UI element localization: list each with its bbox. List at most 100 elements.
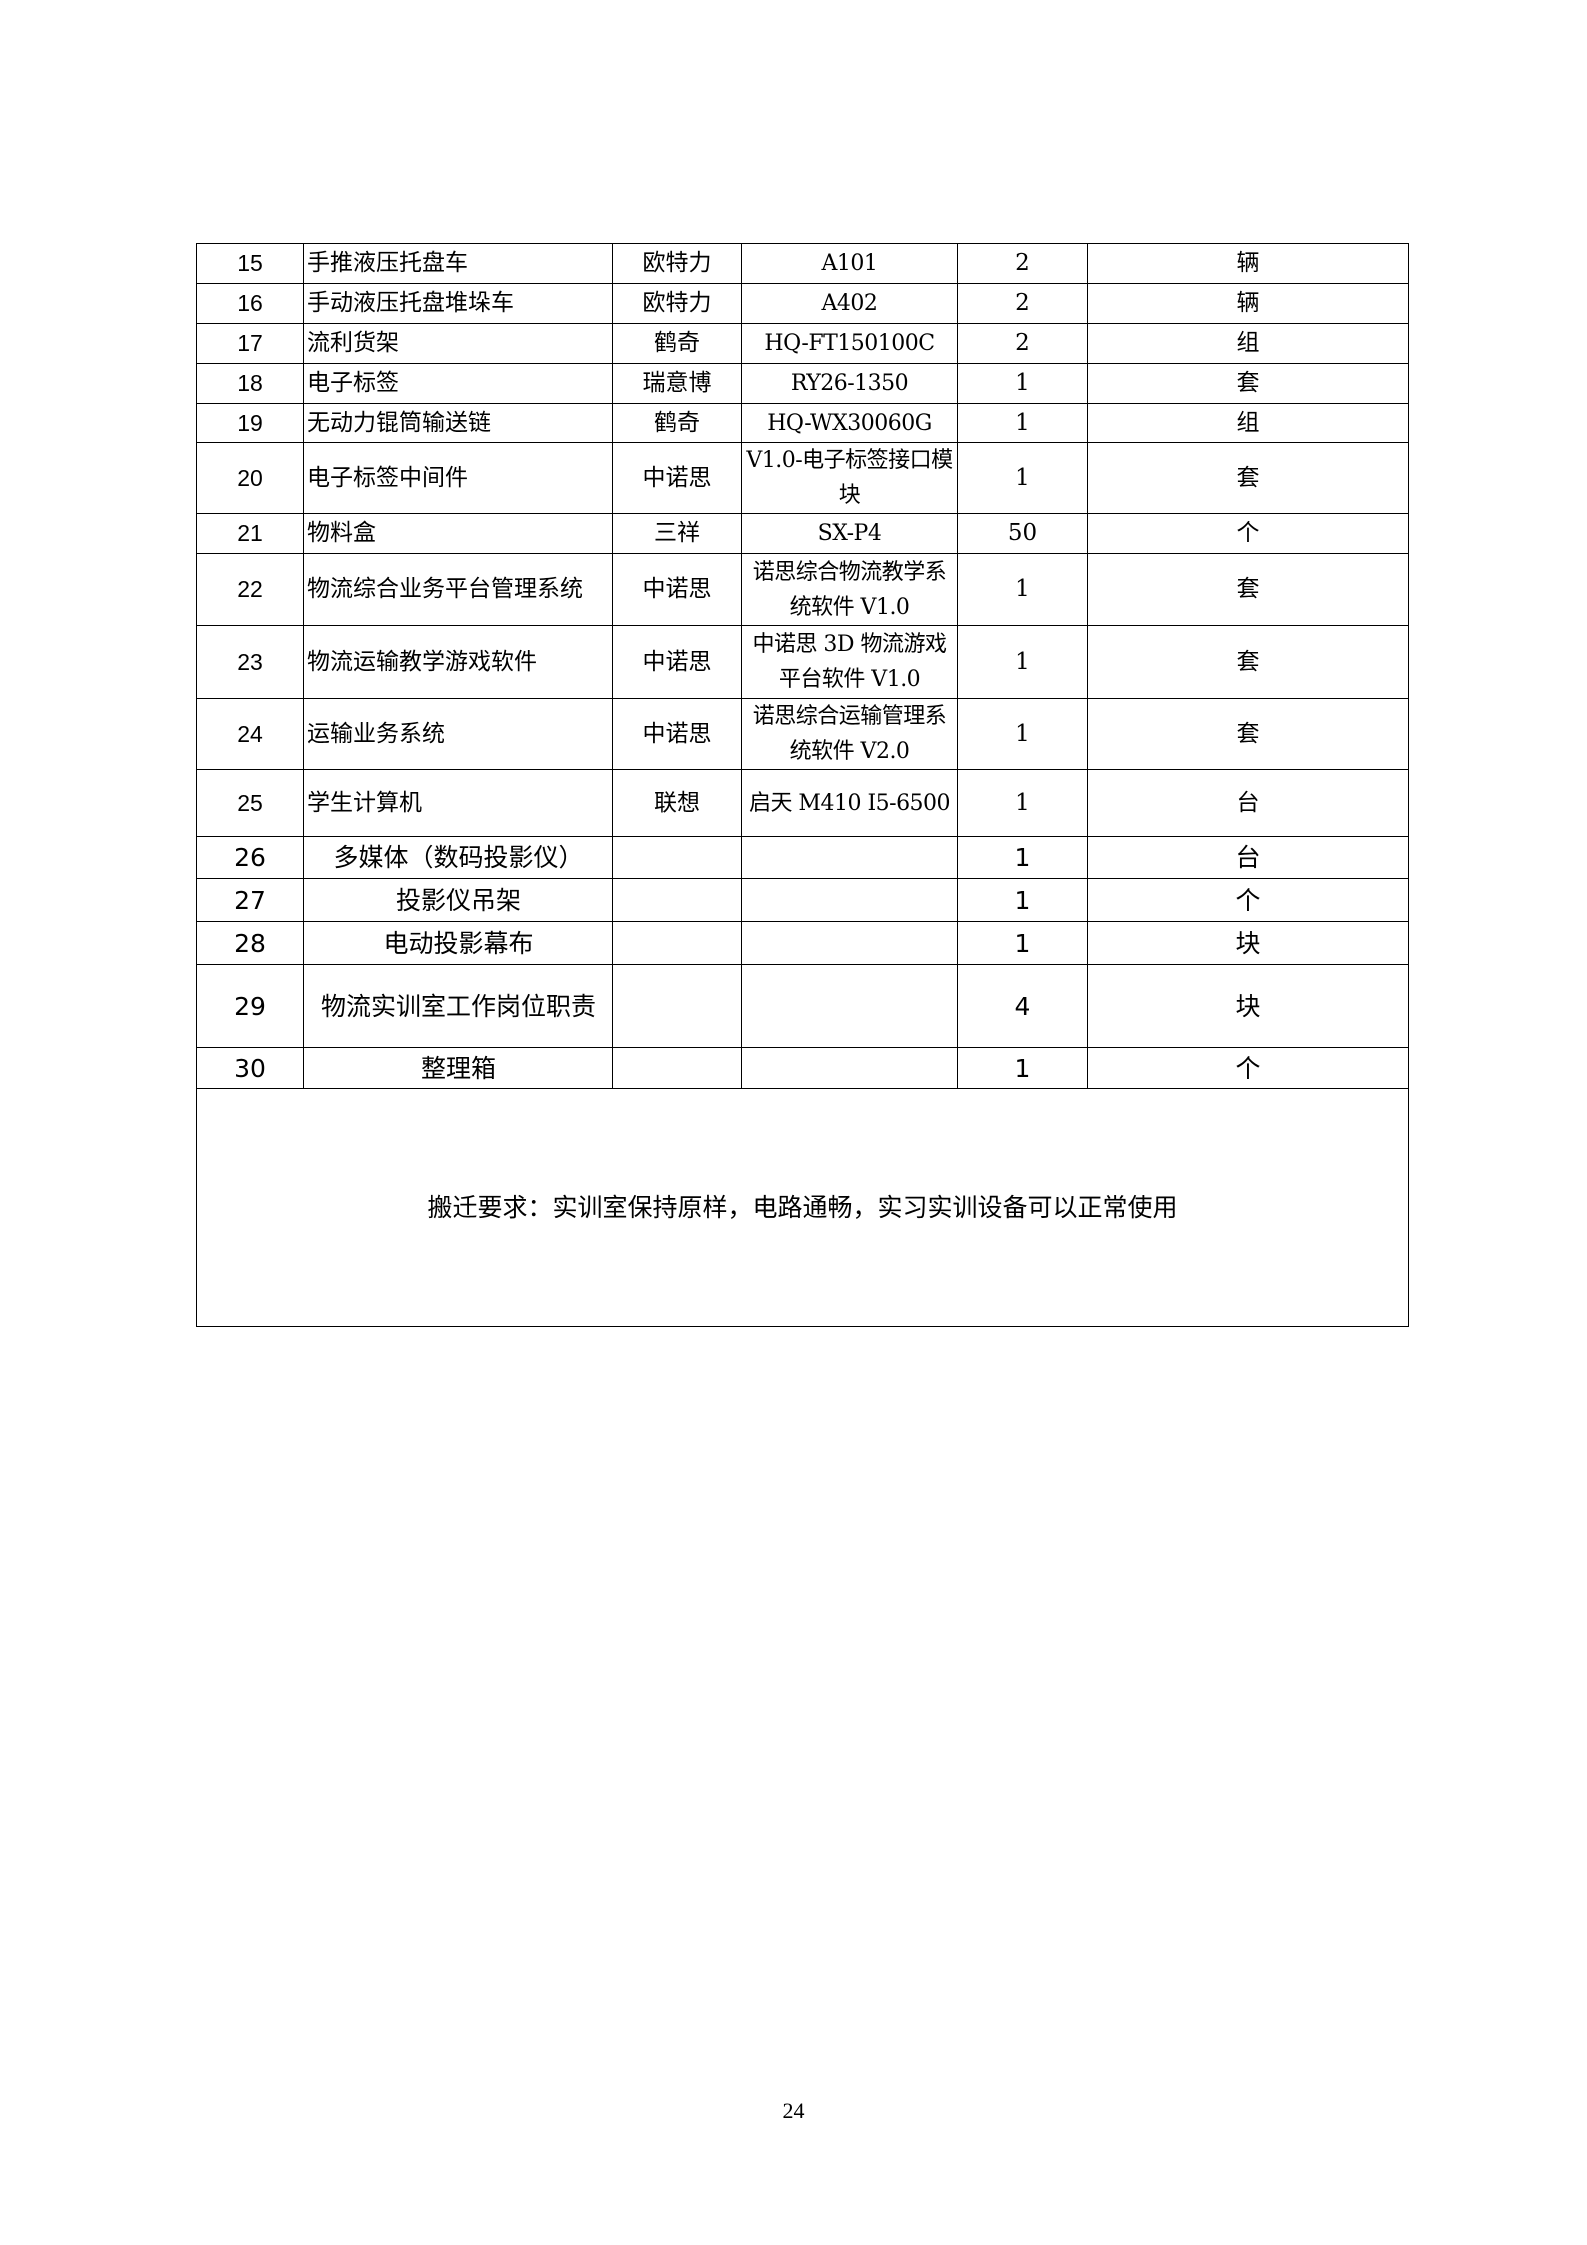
model-cell: 诺思综合物流教学系统软件 V1.0 [741,553,958,626]
model-cell: HQ-FT150100C [741,323,958,364]
note-row: 搬迁要求：实训室保持原样，电路通畅，实习实训设备可以正常使用 [196,1088,1409,1327]
item-name-cell: 电子标签中间件 [303,442,613,514]
model-cell: SX-P4 [741,513,958,554]
unit-cell: 组 [1087,323,1409,364]
model-cell [741,921,958,965]
table-row: 25 学生计算机 联想 启天 M410 I5-6500 1 台 [196,769,1409,837]
quantity-cell: 1 [957,553,1088,626]
model-cell [741,1047,958,1089]
unit-cell: 套 [1087,363,1409,404]
brand-cell: 欧特力 [612,243,742,284]
model-cell: A402 [741,283,958,324]
equipment-table: 15 手推液压托盘车 欧特力 A101 2 辆 16 手动液压托盘堆垛车 欧特力 A402 2 辆 17… [196,243,1409,1327]
item-name-cell: 多媒体（数码投影仪） [303,836,613,879]
row-number-cell: 23 [196,625,304,699]
brand-cell: 中诺思 [612,698,742,770]
item-name-cell: 物流运输教学游戏软件 [303,625,613,699]
table-row: 20 电子标签中间件 中诺思 V1.0-电子标签接口模块 1 套 [196,442,1409,514]
row-number-cell: 19 [196,403,304,443]
quantity-cell: 1 [957,921,1088,965]
quantity-cell: 2 [957,243,1088,284]
model-cell: 启天 M410 I5-6500 [741,769,958,837]
unit-cell: 套 [1087,625,1409,699]
brand-cell [612,964,742,1048]
brand-cell: 联想 [612,769,742,837]
brand-cell: 三祥 [612,513,742,554]
item-name-cell: 电动投影幕布 [303,921,613,965]
row-number-cell: 26 [196,836,304,879]
unit-cell: 辆 [1087,243,1409,284]
table-row: 16 手动液压托盘堆垛车 欧特力 A402 2 辆 [196,283,1409,324]
table-row: 28 电动投影幕布 1 块 [196,921,1409,965]
unit-cell: 台 [1087,769,1409,837]
table-row: 29 物流实训室工作岗位职责 4 块 [196,964,1409,1048]
row-number-cell: 28 [196,921,304,965]
model-cell: 诺思综合运输管理系统软件 V2.0 [741,698,958,770]
relocation-requirement-note: 搬迁要求：实训室保持原样，电路通畅，实习实训设备可以正常使用 [196,1088,1409,1327]
unit-cell: 块 [1087,921,1409,965]
quantity-cell: 1 [957,769,1088,837]
brand-cell: 中诺思 [612,442,742,514]
row-number-cell: 18 [196,363,304,404]
brand-cell: 瑞意博 [612,363,742,404]
unit-cell: 个 [1087,1047,1409,1089]
table-row: 26 多媒体（数码投影仪） 1 台 [196,836,1409,879]
item-name-cell: 学生计算机 [303,769,613,837]
table-row: 22 物流综合业务平台管理系统 中诺思 诺思综合物流教学系统软件 V1.0 1 套 [196,553,1409,626]
page-number: 24 [782,2098,805,2123]
quantity-cell: 1 [957,625,1088,699]
unit-cell: 套 [1087,698,1409,770]
item-name-cell: 运输业务系统 [303,698,613,770]
unit-cell: 个 [1087,513,1409,554]
row-number-cell: 16 [196,283,304,324]
brand-cell: 中诺思 [612,553,742,626]
item-name-cell: 手动液压托盘堆垛车 [303,283,613,324]
brand-cell [612,836,742,879]
table-row: 19 无动力锟筒输送链 鹤奇 HQ-WX30060G 1 组 [196,403,1409,443]
brand-cell [612,1047,742,1089]
item-name-cell: 物流实训室工作岗位职责 [303,964,613,1048]
row-number-cell: 20 [196,442,304,514]
unit-cell: 套 [1087,553,1409,626]
quantity-cell: 1 [957,1047,1088,1089]
unit-cell: 辆 [1087,283,1409,324]
table-row: 17 流利货架 鹤奇 HQ-FT150100C 2 组 [196,323,1409,364]
quantity-cell: 2 [957,323,1088,364]
row-number-cell: 27 [196,878,304,922]
brand-cell: 中诺思 [612,625,742,699]
brand-cell [612,878,742,922]
model-cell: HQ-WX30060G [741,403,958,443]
table-row: 15 手推液压托盘车 欧特力 A101 2 辆 [196,243,1409,284]
item-name-cell: 电子标签 [303,363,613,404]
row-number-cell: 29 [196,964,304,1048]
model-cell [741,836,958,879]
quantity-cell: 1 [957,698,1088,770]
item-name-cell: 无动力锟筒输送链 [303,403,613,443]
quantity-cell: 1 [957,442,1088,514]
quantity-cell: 1 [957,363,1088,404]
unit-cell: 套 [1087,442,1409,514]
item-name-cell: 物流综合业务平台管理系统 [303,553,613,626]
quantity-cell: 1 [957,403,1088,443]
item-name-cell: 手推液压托盘车 [303,243,613,284]
row-number-cell: 22 [196,553,304,626]
brand-cell: 鹤奇 [612,323,742,364]
table-row: 27 投影仪吊架 1 个 [196,878,1409,922]
item-name-cell: 整理箱 [303,1047,613,1089]
row-number-cell: 25 [196,769,304,837]
row-number-cell: 30 [196,1047,304,1089]
row-number-cell: 15 [196,243,304,284]
table-row: 30 整理箱 1 个 [196,1047,1409,1089]
item-name-cell: 流利货架 [303,323,613,364]
brand-cell [612,921,742,965]
item-name-cell: 投影仪吊架 [303,878,613,922]
quantity-cell: 1 [957,878,1088,922]
quantity-cell: 4 [957,964,1088,1048]
table-row: 21 物料盒 三祥 SX-P4 50 个 [196,513,1409,554]
quantity-cell: 2 [957,283,1088,324]
model-cell: 中诺思 3D 物流游戏平台软件 V1.0 [741,625,958,699]
model-cell: V1.0-电子标签接口模块 [741,442,958,514]
table-row: 24 运输业务系统 中诺思 诺思综合运输管理系统软件 V2.0 1 套 [196,698,1409,770]
unit-cell: 组 [1087,403,1409,443]
brand-cell: 欧特力 [612,283,742,324]
